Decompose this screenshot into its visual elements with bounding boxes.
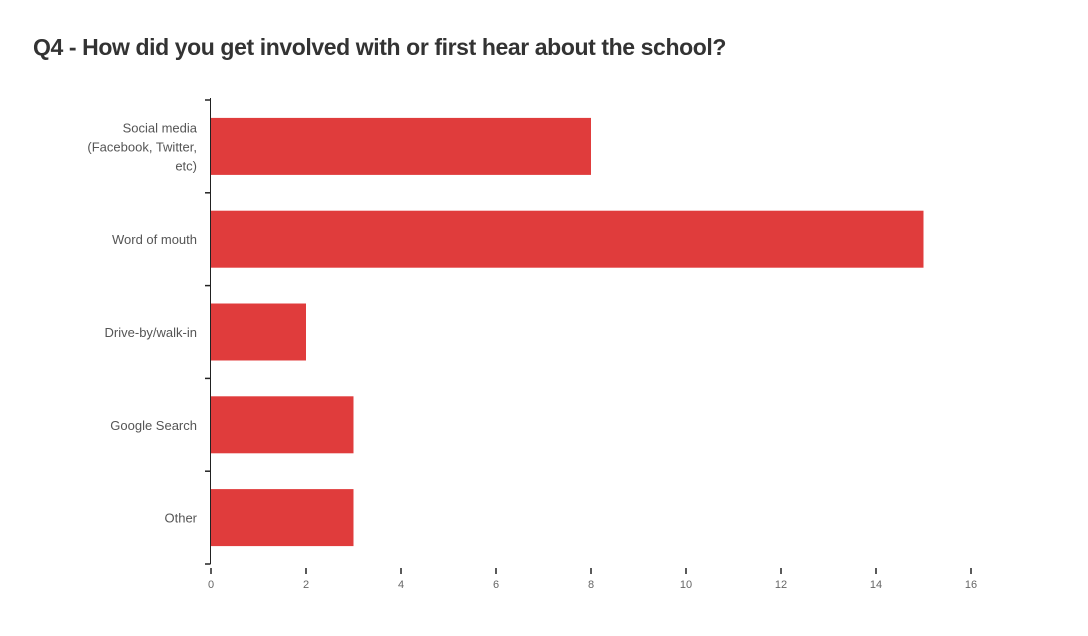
category-label: etc) [175,158,197,173]
bars-group [211,117,924,547]
bar [211,117,591,175]
category-label: Other [164,511,197,526]
bar [211,210,924,268]
category-label: Word of mouth [112,232,197,247]
chart-title: Q4 - How did you get involved with or fi… [33,34,727,60]
x-tick-label: 0 [208,579,214,591]
category-label: (Facebook, Twitter, [87,139,197,154]
x-tick-label: 12 [775,579,787,591]
category-label: Drive-by/walk-in [105,325,197,340]
category-label: Social media [123,120,198,135]
x-tick-label: 4 [398,579,404,591]
x-tick-label: 6 [493,579,499,591]
category-label: Google Search [110,418,197,433]
x-tick-label: 8 [588,579,594,591]
x-tick-label: 16 [965,579,977,591]
category-labels: Social media (Facebook, Twitter, etc) Word … [87,120,197,525]
x-tick-label: 14 [870,579,882,591]
x-tick-label: 10 [680,579,692,591]
bar [211,489,354,547]
bar [211,303,306,361]
axes-group: 0 2 4 6 8 10 12 14 16 [205,98,977,591]
bar [211,396,354,454]
x-tick-label: 2 [303,579,309,591]
